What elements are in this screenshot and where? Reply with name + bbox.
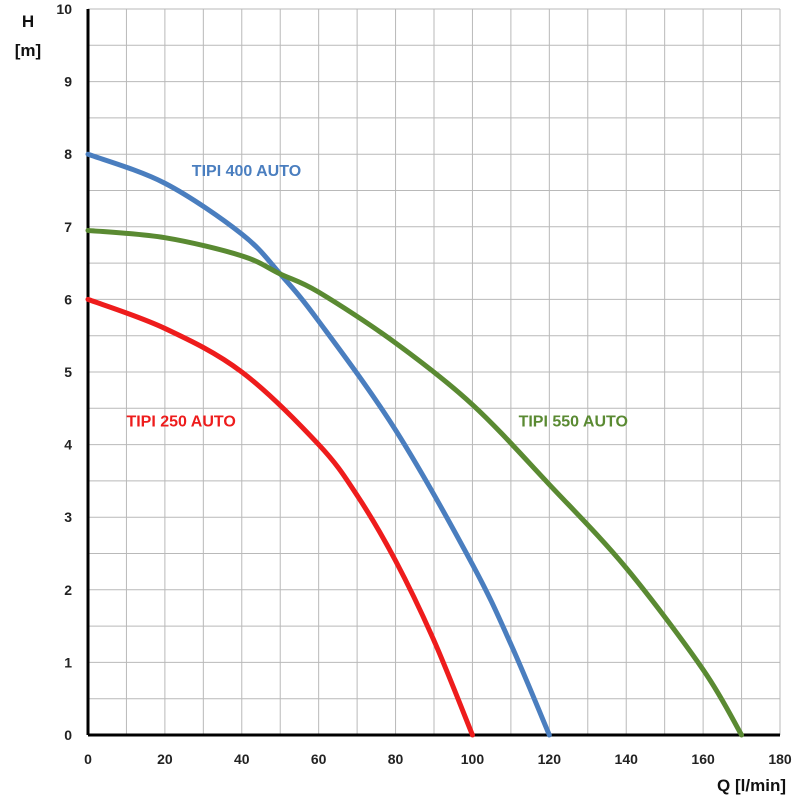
y-axis-unit: [m] <box>15 41 41 60</box>
series-layer <box>85 151 745 738</box>
x-tick-label: 160 <box>691 751 715 767</box>
series-label-tipi-400-auto: TIPI 400 AUTO <box>192 163 301 180</box>
series-label-tipi-250-auto: TIPI 250 AUTO <box>126 413 235 430</box>
x-tick-label: 100 <box>461 751 485 767</box>
y-tick-label: 6 <box>64 291 72 307</box>
y-tick-label: 8 <box>64 146 72 162</box>
x-tick-label: 140 <box>615 751 639 767</box>
series-line-tipi-400-auto <box>85 151 552 738</box>
ticks-layer: 0 20 40 60 80 100 120 140 160 180 0 1 2 3 4 5 6 7 8 9 10 <box>56 1 791 767</box>
series-line-tipi-550-auto <box>85 227 745 738</box>
y-tick-label: 1 <box>64 654 72 670</box>
x-tick-label: 0 <box>84 751 92 767</box>
y-tick-label: 10 <box>56 1 72 17</box>
x-tick-label: 20 <box>157 751 173 767</box>
x-tick-label: 180 <box>768 751 792 767</box>
y-tick-label: 9 <box>64 74 72 90</box>
grid-layer <box>88 8 781 735</box>
x-tick-label: 40 <box>234 751 250 767</box>
x-axis-title: Q [l/min] <box>717 776 786 795</box>
x-tick-label: 60 <box>311 751 327 767</box>
y-tick-label: 4 <box>64 437 72 453</box>
y-tick-label: 5 <box>64 364 72 380</box>
y-tick-label: 0 <box>64 727 72 743</box>
y-tick-label: 3 <box>64 509 72 525</box>
y-axis-title: H <box>22 12 34 31</box>
axes-layer <box>86 9 780 737</box>
x-tick-label: 80 <box>388 751 404 767</box>
labels-layer: TIPI 250 AUTO TIPI 400 AUTO TIPI 550 AUTO <box>126 163 628 430</box>
y-tick-label: 7 <box>64 219 72 235</box>
y-tick-label: 2 <box>64 582 72 598</box>
series-label-tipi-550-auto: TIPI 550 AUTO <box>519 413 628 430</box>
series-line-tipi-250-auto <box>85 296 475 738</box>
x-tick-label: 120 <box>538 751 562 767</box>
